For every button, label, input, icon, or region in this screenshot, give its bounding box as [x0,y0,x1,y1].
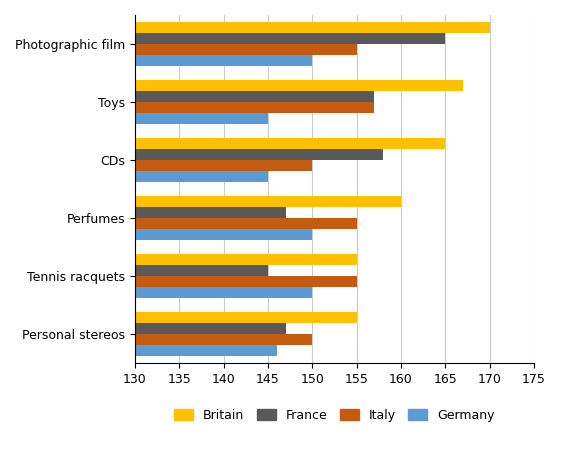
Bar [135,44,357,55]
Bar [135,334,312,345]
Bar [135,207,286,218]
Bar [135,265,268,276]
Bar [135,160,312,171]
Bar [135,254,357,265]
Bar [135,149,383,160]
Bar [135,102,374,113]
Bar [135,33,445,44]
Bar [135,171,268,182]
Bar [135,218,357,229]
Bar [135,287,312,298]
Bar [135,80,463,91]
Bar [135,229,312,240]
Bar [135,113,268,124]
Bar [135,276,357,287]
Bar [135,138,445,149]
Bar [135,196,401,207]
Bar [135,323,286,334]
Bar [135,312,357,323]
Bar [135,91,374,102]
Bar [135,345,277,356]
Bar [135,55,312,66]
Bar [135,22,490,33]
Legend: Britain, France, Italy, Germany: Britain, France, Italy, Germany [169,404,500,427]
